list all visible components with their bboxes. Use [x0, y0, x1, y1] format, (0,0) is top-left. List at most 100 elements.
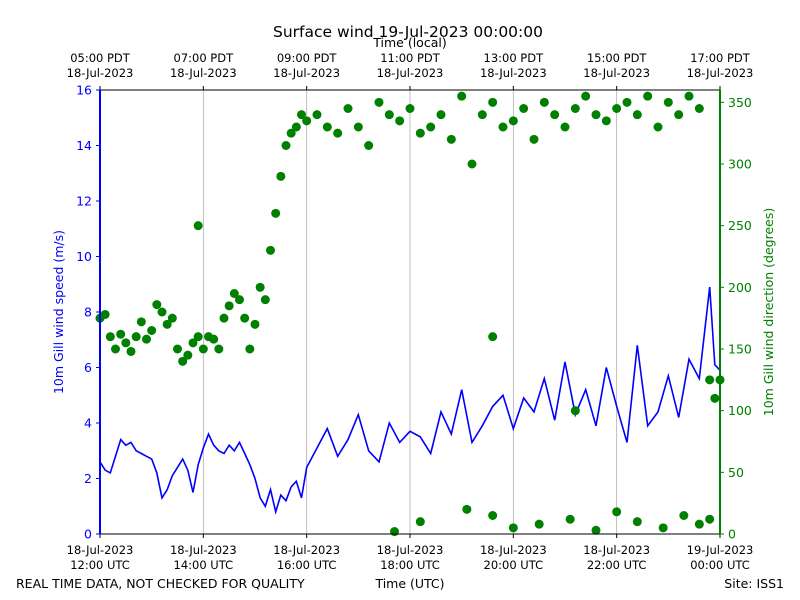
wind-direction-point: [570, 406, 580, 416]
y-right-tick-label: 100: [728, 403, 752, 418]
wind-direction-point: [710, 393, 720, 403]
x-tick-label-time: 12:00 UTC: [70, 558, 130, 572]
top-tick-label-date: 18-Jul-2023: [273, 66, 340, 80]
wind-direction-point: [632, 517, 642, 527]
wind-direction-point: [224, 301, 234, 311]
wind-direction-point: [173, 344, 182, 354]
wind-direction-point: [684, 91, 694, 101]
wind-direction-point: [286, 128, 296, 138]
wind-direction-point: [694, 104, 704, 113]
wind-direction-point: [260, 295, 270, 305]
y-right-tick-label: 300: [728, 157, 752, 172]
wind-direction-point: [674, 110, 684, 120]
top-tick-label-date: 18-Jul-2023: [170, 66, 237, 80]
wind-direction-point: [550, 110, 560, 120]
footer-left: REAL TIME DATA, NOT CHECKED FOR QUALITY: [16, 576, 305, 591]
top-tick-label-time: 13:00 PDT: [484, 51, 545, 65]
top-tick-label-date: 18-Jul-2023: [687, 66, 754, 80]
wind-direction-point: [498, 122, 508, 132]
wind-direction-point: [291, 122, 301, 132]
wind-direction-point: [384, 110, 394, 120]
wind-direction-point: [415, 517, 425, 527]
wind-direction-point: [255, 282, 265, 292]
wind-direction-point: [266, 245, 275, 255]
grid-layer: [202, 90, 618, 534]
top-tick-label-time: 07:00 PDT: [174, 51, 235, 65]
wind-direction-point: [519, 104, 529, 113]
wind-direction-point: [508, 523, 518, 533]
wind-direction-point: [539, 97, 549, 107]
wind-direction-point: [209, 334, 219, 344]
wind-direction-point: [157, 307, 167, 317]
wind-direction-point: [658, 523, 668, 533]
y-left-tick-label: 6: [84, 360, 92, 375]
wind-speed-series: [99, 286, 721, 515]
wind-direction-point: [570, 104, 580, 113]
x-tick-label-time: 14:00 UTC: [174, 558, 234, 572]
y-left-tick-label: 2: [84, 471, 92, 486]
top-tick-label-time: 11:00 PDT: [380, 51, 441, 65]
wind-direction-point: [281, 141, 291, 150]
wind-direction-point: [178, 356, 188, 366]
wind-direction-point: [581, 91, 591, 101]
wind-direction-point: [560, 122, 570, 132]
x-tick-label-time: 00:00 UTC: [690, 558, 750, 572]
wind-direction-point: [188, 338, 198, 348]
wind-direction-point: [694, 519, 704, 529]
wind-direction-point: [302, 116, 312, 126]
wind-direction-point: [612, 507, 622, 517]
top-tick-label-date: 18-Jul-2023: [480, 66, 547, 80]
wind-direction-point: [353, 122, 363, 132]
y-right-tick-label: 50: [728, 465, 744, 480]
wind-direction-point: [705, 514, 715, 524]
x-tick-label-time: 18:00 UTC: [380, 558, 440, 572]
wind-direction-point: [591, 525, 601, 535]
wind-direction-point: [565, 514, 575, 524]
y-left-tick-label: 12: [76, 194, 92, 209]
wind-direction-point: [276, 171, 286, 181]
wind-direction-point: [601, 116, 611, 126]
wind-direction-point: [343, 104, 353, 113]
wind-direction-point: [229, 289, 239, 298]
wind-direction-point: [116, 329, 126, 339]
x-tick-label-date: 18-Jul-2023: [480, 543, 547, 557]
wind-direction-point: [121, 338, 131, 348]
wind-direction-point: [312, 110, 322, 120]
wind-direction-point: [167, 313, 177, 323]
wind-direction-point: [126, 346, 136, 356]
x-tick-label-time: 22:00 UTC: [587, 558, 647, 572]
wind-direction-point: [405, 104, 415, 113]
top-tick-label-date: 18-Jul-2023: [583, 66, 650, 80]
top-tick-label-date: 18-Jul-2023: [67, 66, 134, 80]
y-left-tick-label: 8: [84, 305, 92, 320]
y-axis-label-right: 10m Gill wind direction (degrees): [761, 208, 776, 416]
wind-direction-point: [136, 317, 146, 327]
top-tick-label-date: 18-Jul-2023: [377, 66, 444, 80]
y-left-tick-label: 4: [84, 416, 92, 431]
wind-direction-point: [488, 332, 498, 342]
wind-direction-point: [679, 511, 689, 520]
wind-direction-point: [632, 110, 642, 120]
wind-direction-point: [364, 141, 374, 150]
wind-direction-point: [467, 159, 477, 169]
wind-direction-point: [322, 122, 332, 132]
wind-direction-point: [446, 134, 456, 144]
wind-direction-point: [374, 97, 384, 107]
wind-direction-point: [663, 97, 673, 107]
wind-direction-point: [100, 309, 110, 319]
top-tick-label-time: 17:00 PDT: [690, 51, 751, 65]
y-right-tick-label: 150: [728, 342, 752, 357]
wind-direction-point: [426, 122, 436, 132]
y-left-tick-label: 14: [76, 138, 92, 153]
wind-direction-point: [245, 344, 255, 354]
wind-direction-point: [111, 344, 120, 354]
wind-direction-point: [333, 128, 343, 138]
footer-right: Site: ISS1: [724, 576, 784, 591]
wind-direction-point: [219, 313, 229, 323]
wind-direction-point: [705, 375, 715, 385]
wind-direction-point: [240, 313, 250, 323]
y-right-tick-label: 350: [728, 95, 752, 110]
x-tick-label-date: 18-Jul-2023: [67, 543, 134, 557]
